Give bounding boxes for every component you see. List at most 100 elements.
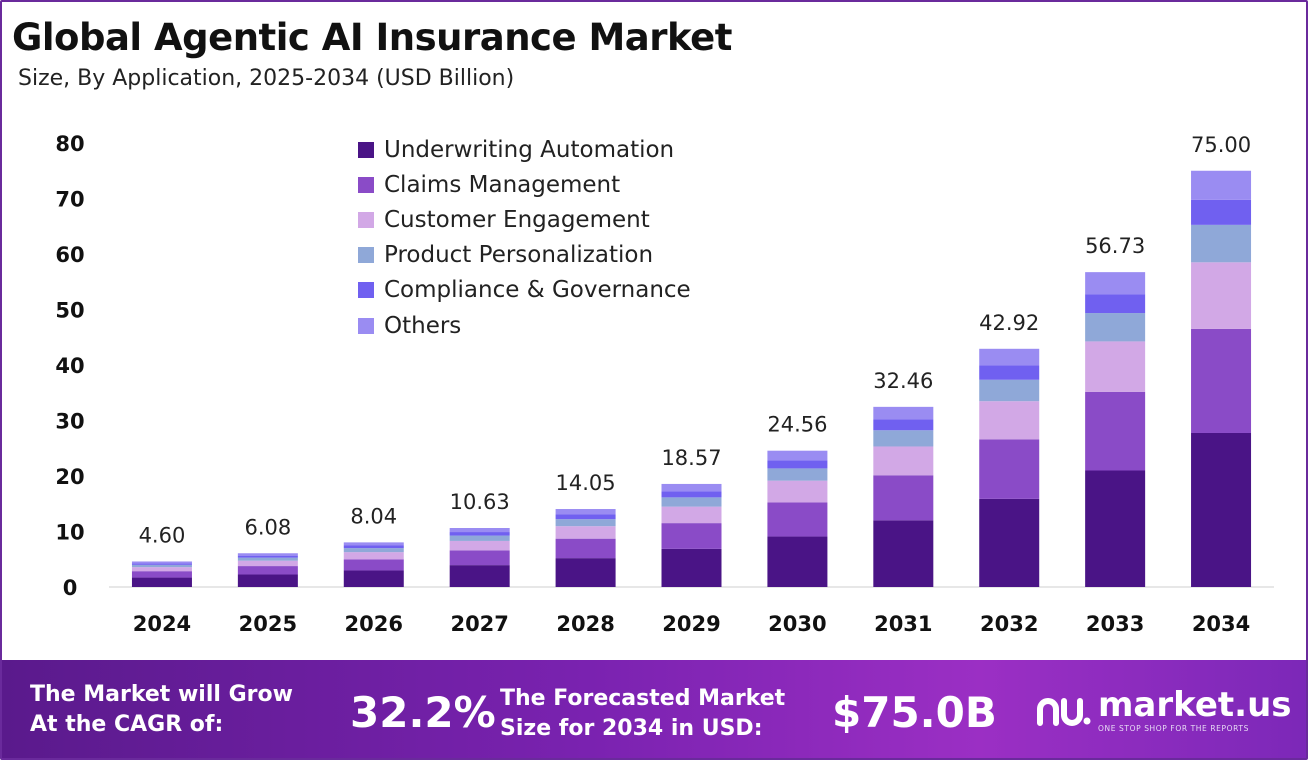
bar-segment-2026-others: [343, 542, 404, 546]
forecast-value: $75.0B: [832, 688, 997, 737]
total-label-2034: 75.00: [1191, 133, 1251, 157]
bar-segment-2034-product-personalization: [1191, 224, 1252, 263]
legend-label: Product Personalization: [384, 242, 654, 269]
bar-segment-2029-product-personalization: [661, 497, 722, 507]
y-tick-label: 30: [55, 410, 84, 434]
cagr-value: 32.2%: [350, 688, 496, 737]
bar-segment-2032-customer-engagement: [979, 401, 1040, 440]
total-label-2031: 32.46: [873, 369, 933, 393]
bar-segment-2027-customer-engagement: [449, 540, 510, 551]
bar-segment-2026-customer-engagement: [343, 552, 404, 560]
legend-item: Customer Engagement: [358, 202, 691, 237]
y-tick-label: 20: [55, 465, 84, 489]
bar-segment-2024-customer-engagement: [131, 567, 192, 572]
bar-segment-2027-product-personalization: [449, 535, 510, 541]
bar-segment-2024-claims-management: [131, 571, 192, 578]
forecast-label-line2: Size for 2034 in USD:: [500, 716, 763, 741]
bar-segment-2025-customer-engagement: [237, 560, 298, 567]
x-tick-label-2030: 2030: [768, 612, 826, 636]
legend-item: Others: [358, 308, 691, 343]
y-tick-label: 60: [55, 243, 84, 267]
x-tick-label-2033: 2033: [1086, 612, 1144, 636]
legend-item: Claims Management: [358, 167, 691, 202]
bar-segment-2029-customer-engagement: [661, 506, 722, 524]
bar-segment-2024-underwriting-automation: [131, 577, 192, 587]
stacked-bar-chart: 010203040506070804.6020246.0820258.04202…: [55, 132, 1274, 636]
total-label-2027: 10.63: [450, 490, 510, 514]
legend-item: Compliance & Governance: [358, 273, 691, 308]
bar-segment-2025-product-personalization: [237, 557, 298, 561]
bar-segment-2033-product-personalization: [1085, 313, 1146, 342]
bar-segment-2032-compliance-governance: [979, 365, 1040, 380]
chart-subtitle: Size, By Application, 2025-2034 (USD Bil…: [18, 66, 515, 91]
total-label-2028: 14.05: [556, 471, 616, 495]
brand-logo: market.us ONE STOP SHOP FOR THE REPORTS: [1036, 688, 1292, 733]
bar-segment-2029-others: [661, 483, 722, 492]
bar-segment-2028-claims-management: [555, 538, 616, 559]
bar-segment-2033-customer-engagement: [1085, 341, 1146, 392]
bar-segment-2025-others: [237, 553, 298, 556]
bar-segment-2033-others: [1085, 272, 1146, 295]
total-label-2030: 24.56: [767, 413, 827, 437]
legend-label: Others: [384, 312, 462, 339]
bar-segment-2031-underwriting-automation: [873, 520, 934, 587]
chart-title: Global Agentic AI Insurance Market: [12, 16, 732, 59]
bar-segment-2031-claims-management: [873, 475, 934, 521]
bar-segment-2034-others: [1191, 170, 1252, 200]
bar-segment-2024-compliance-governance: [131, 563, 192, 565]
bar-segment-2028-others: [555, 509, 616, 515]
forecast-label: The Forecasted Market Size for 2034 in U…: [500, 684, 785, 744]
y-tick-label: 0: [63, 576, 78, 600]
cagr-label-line2: At the CAGR of:: [30, 712, 224, 737]
bar-segment-2032-product-personalization: [979, 379, 1040, 402]
legend-swatch: [358, 176, 374, 193]
y-tick-label: 70: [55, 188, 84, 212]
x-tick-label-2025: 2025: [239, 612, 297, 636]
bar-segment-2033-compliance-governance: [1085, 294, 1146, 314]
bar-segment-2028-product-personalization: [555, 519, 616, 527]
bar-segment-2026-claims-management: [343, 559, 404, 571]
bar-segment-2034-customer-engagement: [1191, 262, 1252, 329]
bar-segment-2028-underwriting-automation: [555, 558, 616, 587]
x-tick-label-2027: 2027: [450, 612, 508, 636]
bar-segment-2030-claims-management: [767, 502, 828, 537]
cagr-label-line1: The Market will Grow: [30, 682, 293, 707]
legend-label: Customer Engagement: [384, 206, 650, 233]
legend-swatch: [358, 317, 374, 334]
bar-segment-2031-compliance-governance: [873, 419, 934, 431]
bar-segment-2032-others: [979, 348, 1040, 366]
brand-tagline: ONE STOP SHOP FOR THE REPORTS: [1098, 724, 1249, 733]
bar-segment-2027-underwriting-automation: [449, 565, 510, 587]
bar-segment-2029-underwriting-automation: [661, 548, 722, 587]
x-tick-label-2024: 2024: [133, 612, 191, 636]
total-label-2029: 18.57: [661, 446, 721, 470]
legend-label: Compliance & Governance: [384, 277, 691, 304]
bar-segment-2034-underwriting-automation: [1191, 432, 1252, 587]
bar-segment-2028-compliance-governance: [555, 514, 616, 520]
bar-segment-2027-others: [449, 528, 510, 533]
legend-swatch: [358, 211, 374, 228]
bar-segment-2033-claims-management: [1085, 391, 1146, 471]
bar-segment-2029-claims-management: [661, 523, 722, 549]
bar-segment-2031-others: [873, 406, 934, 420]
legend-swatch: [358, 247, 374, 264]
bar-segment-2024-others: [131, 561, 192, 564]
x-tick-label-2034: 2034: [1192, 612, 1250, 636]
bar-segment-2024-product-personalization: [131, 564, 192, 568]
total-label-2025: 6.08: [244, 515, 291, 539]
bar-segment-2029-compliance-governance: [661, 491, 722, 498]
legend-label: Underwriting Automation: [384, 136, 675, 163]
y-tick-label: 10: [55, 521, 84, 545]
bar-segment-2032-claims-management: [979, 439, 1040, 499]
bar-segment-2026-product-personalization: [343, 548, 404, 553]
bar-segment-2030-others: [767, 450, 828, 461]
bar-segment-2025-underwriting-automation: [237, 574, 298, 587]
bar-segment-2030-product-personalization: [767, 468, 828, 481]
legend-swatch: [358, 282, 374, 299]
y-tick-label: 40: [55, 354, 84, 378]
y-tick-label: 80: [55, 132, 84, 156]
bar-segment-2032-underwriting-automation: [979, 498, 1040, 587]
bar-segment-2025-compliance-governance: [237, 555, 298, 558]
total-label-2024: 4.60: [139, 523, 186, 547]
bar-segment-2033-underwriting-automation: [1085, 470, 1146, 587]
